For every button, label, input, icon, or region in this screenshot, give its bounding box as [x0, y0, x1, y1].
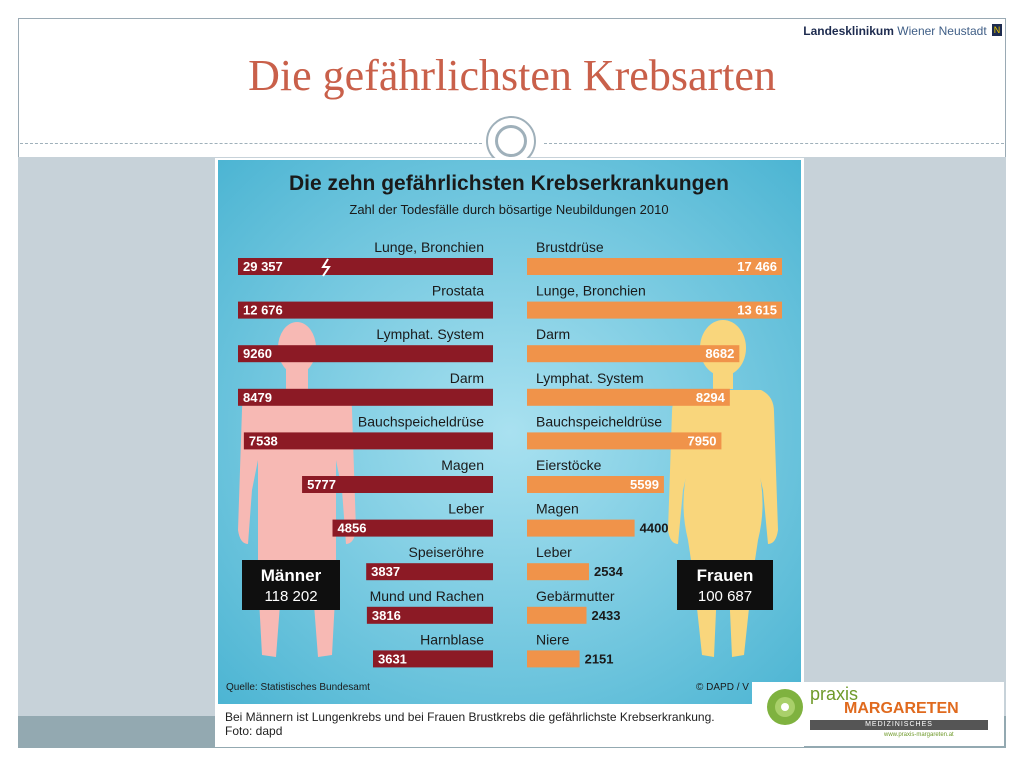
caption-line-1: Bei Männern ist Lungenkrebs und bei Frau…	[225, 710, 715, 724]
men-value-label: 4856	[338, 521, 367, 536]
women-category-label: Magen	[536, 501, 579, 517]
women-bar	[527, 563, 589, 581]
women-value-label: 2151	[585, 651, 614, 666]
men-value-label: 8479	[243, 390, 272, 405]
landesklinikum-logo: Landesklinikum Wiener Neustadt N	[803, 24, 1002, 38]
men-total-value: 118 202	[264, 588, 317, 605]
slide-title: Die gefährlichsten Krebsarten	[248, 51, 776, 100]
women-bar	[527, 388, 730, 406]
cancer-deaths-chart: Die zehn gefährlichsten Krebserkrankunge…	[218, 160, 801, 704]
men-value-label: 12 676	[243, 303, 283, 318]
divider-left	[20, 143, 482, 144]
women-value-label: 4400	[640, 521, 669, 536]
men-category-label: Leber	[448, 501, 484, 517]
men-category-label: Bauchspeicheldrüse	[358, 413, 484, 429]
chart-source: Quelle: Statistisches Bundesamt	[226, 682, 370, 693]
men-value-label: 7538	[249, 433, 278, 448]
women-value-label: 2534	[594, 564, 624, 579]
men-bar	[243, 432, 493, 450]
women-category-label: Niere	[536, 631, 570, 647]
men-total-label: Männer	[261, 566, 322, 585]
women-value-label: 17 466	[737, 259, 777, 274]
flower-icon	[767, 689, 803, 725]
women-category-label: Brustdrüse	[536, 239, 604, 255]
men-category-label: Speiseröhre	[409, 544, 485, 560]
women-bar	[527, 650, 580, 668]
men-category-label: Lunge, Bronchien	[374, 239, 484, 255]
men-value-label: 3837	[371, 564, 400, 579]
women-value-label: 2433	[592, 608, 621, 623]
women-category-label: Darm	[536, 326, 570, 342]
men-bar	[332, 519, 493, 537]
men-total-box	[242, 560, 340, 610]
men-category-label: Mund und Rachen	[370, 588, 484, 604]
men-category-label: Harnblase	[420, 631, 484, 647]
women-bar	[527, 258, 782, 275]
women-value-label: 8294	[696, 390, 726, 405]
divider-right	[544, 143, 1004, 144]
chart-credit: © DAPD / V	[696, 682, 749, 693]
women-category-label: Bauchspeicheldrüse	[536, 413, 662, 429]
praxis-url: www.praxis-margareten.at	[884, 732, 954, 738]
caption-line-2: Foto: dapd	[225, 724, 283, 738]
chart-subtitle: Zahl der Todesfälle durch bösartige Neub…	[349, 202, 668, 217]
women-value-label: 7950	[688, 433, 717, 448]
men-category-label: Magen	[441, 457, 484, 473]
women-bar	[527, 606, 587, 624]
praxis-subtitle: MEDIZINISCHES VERSORGUNGSZENTRUM	[810, 720, 988, 738]
logo-light-text: Wiener Neustadt	[897, 24, 987, 38]
women-category-label: Eierstöcke	[536, 457, 602, 473]
men-bar	[366, 606, 493, 624]
men-bar	[238, 345, 493, 363]
men-value-label: 5777	[307, 477, 336, 492]
men-category-label: Darm	[450, 370, 484, 386]
men-bar	[372, 650, 493, 668]
women-total-box	[677, 560, 773, 610]
women-value-label: 8682	[705, 346, 734, 361]
men-category-label: Lymphat. System	[376, 326, 484, 342]
men-bar	[238, 258, 493, 275]
men-bar	[238, 388, 493, 406]
women-category-label: Lymphat. System	[536, 370, 644, 386]
bars-women: Brustdrüse 17 466 Lunge, Bronchien 13 615 Da…	[527, 239, 782, 668]
women-total-value: 100 687	[698, 588, 752, 605]
women-bar	[527, 519, 635, 537]
women-total-label: Frauen	[697, 566, 754, 585]
women-category-label: Lunge, Bronchien	[536, 283, 646, 299]
women-bar	[527, 432, 722, 450]
men-bar	[238, 301, 493, 319]
men-value-label: 29 357	[243, 259, 283, 274]
women-bar	[527, 301, 782, 319]
logo-mark-icon: N	[992, 24, 1002, 36]
chart-title: Die zehn gefährlichsten Krebserkrankunge…	[289, 172, 729, 195]
infographic-caption: Bei Männern ist Lungenkrebs und bei Frau…	[225, 710, 745, 738]
logo-strong-text: Landesklinikum	[803, 24, 894, 38]
men-bar	[366, 563, 493, 581]
chart-panel: Die zehn gefährlichsten Krebserkrankunge…	[218, 160, 801, 704]
praxis-margareten-logo: praxis MARGARETEN MEDIZINISCHES VERSORGU…	[752, 682, 1004, 746]
women-category-label: Leber	[536, 544, 572, 560]
women-bar	[527, 476, 664, 493]
praxis-word: praxis	[810, 684, 859, 704]
women-value-label: 13 615	[737, 303, 777, 318]
men-value-label: 3816	[372, 608, 401, 623]
axis-break-icon	[321, 258, 331, 277]
men-value-label: 3631	[378, 651, 407, 666]
praxis-name: MARGARETEN	[844, 700, 959, 717]
men-value-label: 9260	[243, 346, 272, 361]
women-value-label: 5599	[630, 477, 659, 492]
infographic: Die zehn gefährlichsten Krebserkrankunge…	[215, 158, 804, 747]
women-bar	[527, 345, 740, 363]
bars-men: Lunge, Bronchien 29 357 Prostata 12 676 Lymp…	[238, 239, 493, 668]
men-bar	[302, 476, 493, 493]
women-category-label: Gebärmutter	[536, 588, 615, 604]
men-category-label: Prostata	[432, 283, 484, 299]
